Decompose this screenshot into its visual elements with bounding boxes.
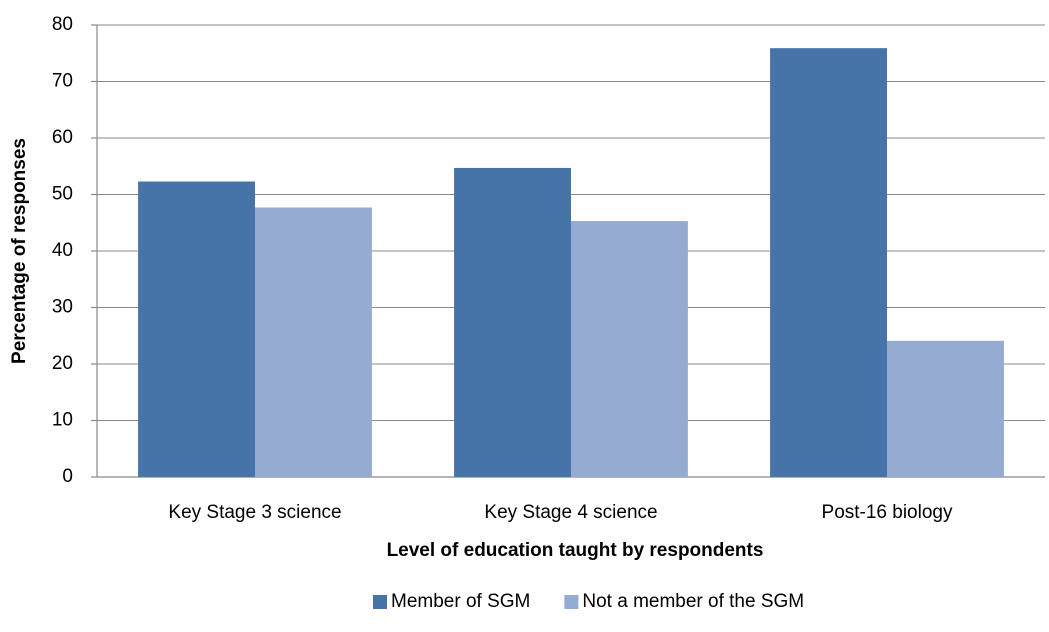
bar — [571, 221, 688, 477]
y-tick-label: 80 — [52, 14, 73, 35]
y-axis-title: Percentage of responses — [9, 138, 30, 364]
x-tick-label: Post-16 biology — [822, 502, 953, 523]
y-tick-label: 0 — [62, 466, 73, 487]
y-tick-label: 40 — [52, 240, 73, 261]
y-tick-label: 50 — [52, 184, 73, 205]
bar — [138, 181, 255, 477]
x-axis-title: Level of education taught by respondents — [387, 540, 764, 561]
bar — [887, 340, 1004, 477]
y-tick-label: 20 — [52, 353, 73, 374]
y-tick-label: 60 — [52, 127, 73, 148]
y-tick-label: 30 — [52, 297, 73, 318]
legend-label: Member of SGM — [391, 591, 530, 612]
x-tick-label: Key Stage 3 science — [168, 502, 341, 523]
bar — [454, 167, 571, 477]
y-tick-label: 70 — [52, 71, 73, 92]
legend-label: Not a member of the SGM — [582, 591, 804, 612]
legend-swatch — [564, 595, 579, 609]
x-tick-label: Key Stage 4 science — [484, 502, 657, 523]
bar — [255, 207, 372, 477]
bar — [770, 48, 887, 477]
y-tick-label: 10 — [52, 410, 73, 431]
legend-swatch — [373, 595, 387, 609]
